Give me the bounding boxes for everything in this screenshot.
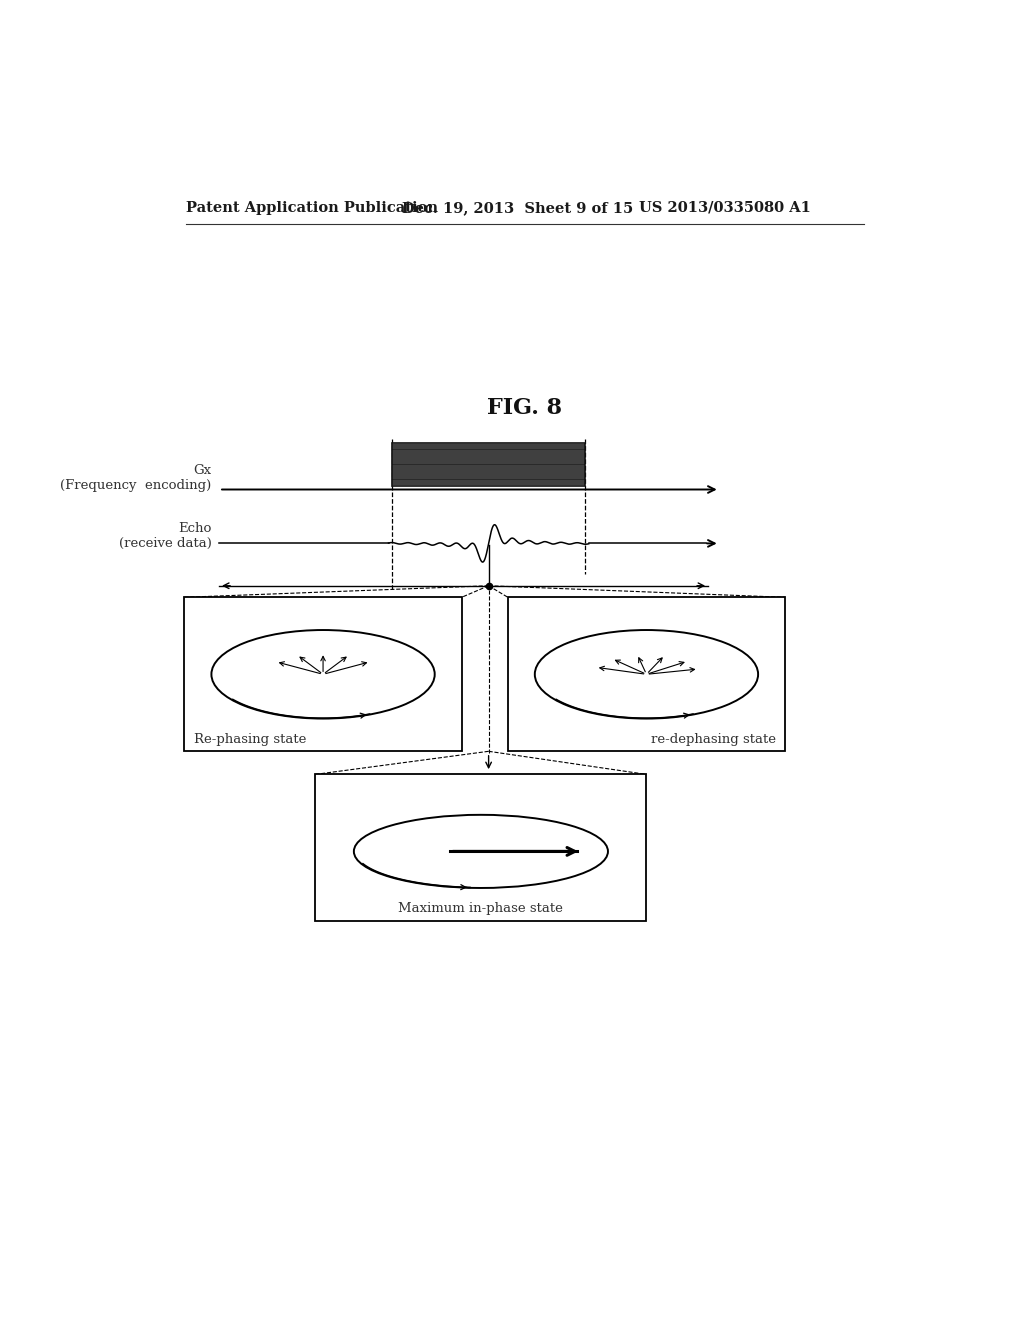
Text: Patent Application Publication: Patent Application Publication: [186, 201, 438, 215]
Bar: [184, 597, 462, 751]
Text: re-dephasing state: re-dephasing state: [651, 733, 776, 746]
Bar: [315, 775, 646, 921]
Text: Re-phasing state: Re-phasing state: [194, 733, 306, 746]
Text: Gx
(Frequency  encoding): Gx (Frequency encoding): [60, 463, 211, 492]
Text: Echo
(receive data): Echo (receive data): [119, 521, 211, 549]
Bar: [508, 597, 785, 751]
Bar: [392, 444, 585, 486]
Text: Dec. 19, 2013  Sheet 9 of 15: Dec. 19, 2013 Sheet 9 of 15: [401, 201, 633, 215]
Text: Maximum in-phase state: Maximum in-phase state: [398, 903, 563, 915]
Text: US 2013/0335080 A1: US 2013/0335080 A1: [639, 201, 811, 215]
Text: FIG. 8: FIG. 8: [487, 397, 562, 420]
